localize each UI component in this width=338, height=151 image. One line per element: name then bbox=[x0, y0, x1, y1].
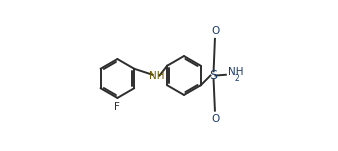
Text: S: S bbox=[209, 69, 217, 82]
Text: O: O bbox=[211, 26, 219, 36]
Text: NH: NH bbox=[148, 71, 164, 80]
Text: F: F bbox=[115, 102, 120, 112]
Text: NH: NH bbox=[228, 67, 244, 77]
Text: 2: 2 bbox=[234, 74, 239, 83]
Text: O: O bbox=[211, 114, 219, 124]
